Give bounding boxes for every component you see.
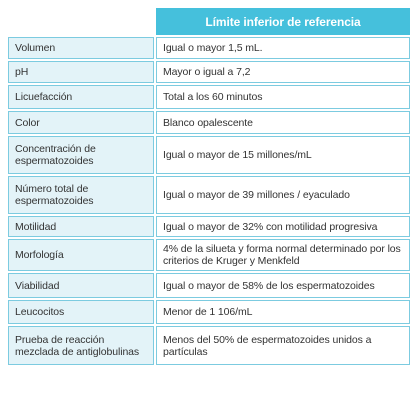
reference-cell: Menor de 1 106/mL xyxy=(156,300,410,324)
parameter-cell: Motilidad xyxy=(8,216,154,237)
header-title: Límite inferior de referencia xyxy=(156,8,410,35)
parameter-cell: Prueba de reacción mezclada de antiglobu… xyxy=(8,326,154,365)
parameter-cell: Morfología xyxy=(8,239,154,271)
reference-cell: Blanco opalescente xyxy=(156,111,410,134)
table-body: Volumen Igual o mayor 1,5 mL. pH Mayor o ig… xyxy=(8,37,410,365)
table-row: Concentración de espermatozoides Igual o … xyxy=(8,136,410,174)
table-row: Viabilidad Igual o mayor de 58% de los es… xyxy=(8,273,410,298)
table-row: Número total de espermatozoides Igual o m… xyxy=(8,176,410,214)
parameter-cell: Color xyxy=(8,111,154,134)
reference-cell: Igual o mayor de 32% con motilidad progr… xyxy=(156,216,410,237)
parameter-cell: pH xyxy=(8,61,154,83)
table-row: Prueba de reacción mezclada de antiglobu… xyxy=(8,326,410,365)
reference-cell: Igual o mayor de 15 millones/mL xyxy=(156,136,410,174)
parameter-cell: Concentración de espermatozoides xyxy=(8,136,154,174)
parameter-cell: Número total de espermatozoides xyxy=(8,176,154,214)
table-row: Motilidad Igual o mayor de 32% con motili… xyxy=(8,216,410,237)
parameter-cell: Viabilidad xyxy=(8,273,154,298)
reference-cell: 4% de la silueta y forma normal determin… xyxy=(156,239,410,271)
table-row: Licuefacción Total a los 60 minutos xyxy=(8,85,410,109)
parameter-cell: Licuefacción xyxy=(8,85,154,109)
table-row: Volumen Igual o mayor 1,5 mL. xyxy=(8,37,410,59)
parameter-cell: Leucocitos xyxy=(8,300,154,324)
reference-cell: Total a los 60 minutos xyxy=(156,85,410,109)
reference-cell: Igual o mayor de 58% de los espermatozoi… xyxy=(156,273,410,298)
table-row: pH Mayor o igual a 7,2 xyxy=(8,61,410,83)
reference-table: Límite inferior de referencia Volumen Igu… xyxy=(6,6,412,367)
reference-cell: Mayor o igual a 7,2 xyxy=(156,61,410,83)
table-row: Morfología 4% de la silueta y forma norma… xyxy=(8,239,410,271)
table-row: Color Blanco opalescente xyxy=(8,111,410,134)
parameter-cell: Volumen xyxy=(8,37,154,59)
header-row: Límite inferior de referencia xyxy=(8,8,410,35)
reference-cell: Menos del 50% de espermatozoides unidos … xyxy=(156,326,410,365)
reference-cell: Igual o mayor 1,5 mL. xyxy=(156,37,410,59)
table-row: Leucocitos Menor de 1 106/mL xyxy=(8,300,410,324)
header-empty xyxy=(8,8,154,35)
reference-cell: Igual o mayor de 39 millones / eyaculado xyxy=(156,176,410,214)
